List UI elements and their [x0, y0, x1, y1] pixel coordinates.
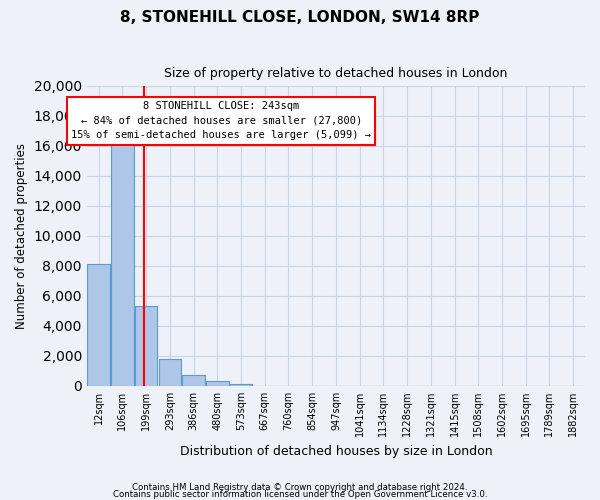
Bar: [206, 382, 229, 386]
Title: Size of property relative to detached houses in London: Size of property relative to detached ho…: [164, 68, 508, 80]
Bar: [111, 137, 134, 386]
Bar: [88, 264, 110, 386]
Y-axis label: Number of detached properties: Number of detached properties: [15, 143, 28, 329]
Text: Contains HM Land Registry data © Crown copyright and database right 2024.: Contains HM Land Registry data © Crown c…: [132, 484, 468, 492]
X-axis label: Distribution of detached houses by size in London: Distribution of detached houses by size …: [179, 444, 492, 458]
Text: 8 STONEHILL CLOSE: 243sqm
← 84% of detached houses are smaller (27,800)
15% of s: 8 STONEHILL CLOSE: 243sqm ← 84% of detac…: [71, 101, 371, 140]
Bar: [230, 384, 252, 386]
Bar: [182, 376, 205, 386]
Bar: [158, 359, 181, 386]
Bar: [135, 306, 157, 386]
Text: 8, STONEHILL CLOSE, LONDON, SW14 8RP: 8, STONEHILL CLOSE, LONDON, SW14 8RP: [121, 10, 479, 25]
Text: Contains public sector information licensed under the Open Government Licence v3: Contains public sector information licen…: [113, 490, 487, 499]
